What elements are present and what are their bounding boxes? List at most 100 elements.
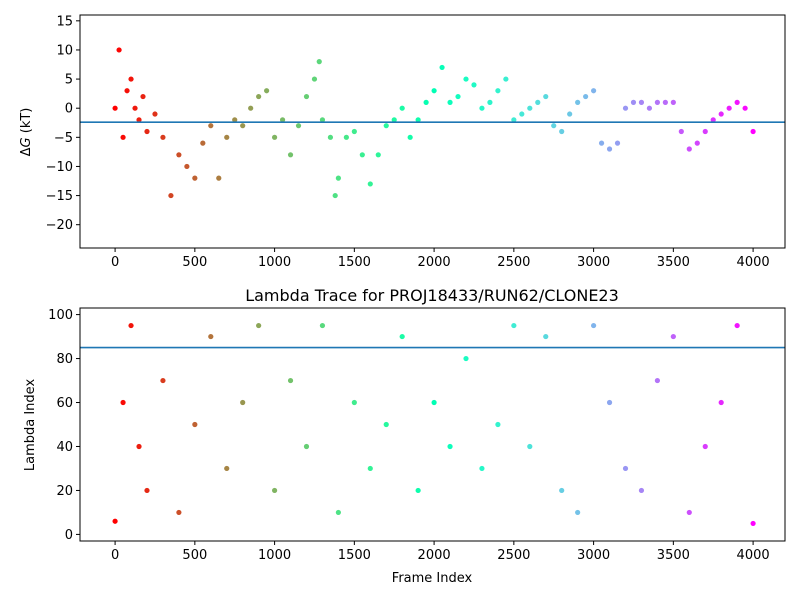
delta-g-point [726,105,732,111]
delta-g-x-tick-label: 0 [111,255,119,270]
delta-g-point [391,117,397,123]
delta-g-point [646,105,653,111]
delta-g-point [144,128,150,135]
lambda-point [415,487,421,494]
delta-g-point [279,117,286,123]
lambda-title: Lambda Trace for PROJ18433/RUN62/CLONE23 [245,286,619,305]
lambda-x-tick-label: 1000 [258,548,291,563]
delta-g-y-tick-label: −10 [46,160,73,175]
delta-g-y-ticks: −20 −15 −10 −5 0 5 10 15 [46,14,80,233]
lambda-y-tick-label: 80 [56,352,73,367]
delta-g-point [519,111,525,117]
delta-g-point [399,105,405,111]
delta-g-point [367,181,373,187]
delta-g-point [200,140,206,146]
lambda-x-ticks: 0 500 1000 1500 2000 2500 3000 3500 4000 [111,541,770,563]
lambda-point [527,443,533,450]
delta-g-point [606,146,613,152]
delta-g-point [116,47,122,53]
lambda-point [654,377,661,384]
lambda-point [606,399,613,406]
delta-g-point [160,134,166,140]
delta-g-point [734,99,740,105]
lambda-point [319,322,326,329]
delta-g-point [559,128,565,135]
delta-g-point [678,128,684,135]
delta-g-point [638,99,645,105]
lambda-point [128,322,134,329]
lambda-point [399,333,405,340]
delta-g-point [128,76,134,82]
delta-g-point [136,117,142,123]
lambda-point [112,518,118,524]
delta-g-point [327,134,334,140]
delta-g-point [598,140,605,146]
delta-g-y-tick-label: 0 [65,102,73,117]
delta-g-axes-frame [79,14,786,249]
delta-g-point [575,99,581,105]
delta-g-point [614,140,621,146]
lambda-point [367,465,373,472]
lambda-y-tick-label: 60 [56,396,73,411]
delta-g-y-tick-label: 10 [56,43,73,58]
delta-g-point [192,175,198,181]
lambda-point [240,399,246,406]
delta-g-point [622,105,629,111]
lambda-point [559,487,565,494]
lambda-x-tick-label: 3500 [657,548,690,563]
delta-g-point [311,76,318,82]
delta-g-point [567,111,573,117]
lambda-point [702,443,708,450]
delta-g-x-tick-label: 3500 [657,255,690,270]
lambda-point [479,465,485,472]
lambda-point [750,520,756,527]
lambda-point [287,377,294,384]
delta-g-point [535,99,541,105]
lambda-point [256,322,262,329]
delta-g-point [240,123,246,129]
lambda-point [686,509,692,516]
lambda-point [120,399,126,406]
delta-g-point [120,134,126,140]
delta-g-point [431,88,437,94]
lambda-point [271,487,278,494]
delta-g-point [140,93,146,100]
delta-g-point [479,105,485,111]
delta-g-point [407,134,413,140]
lambda-point [383,421,389,428]
lambda-point [160,377,166,384]
delta-g-point [351,128,357,135]
delta-g-point [132,105,138,111]
lambda-point [543,333,549,340]
delta-g-point [271,134,278,140]
lambda-point [351,399,357,406]
delta-g-x-tick-label: 500 [182,255,207,270]
delta-g-point [303,93,310,100]
delta-g-point [742,105,748,111]
delta-g-point [343,134,349,140]
delta-g-point [463,76,469,82]
delta-g-point [224,134,230,140]
delta-g-point [216,175,222,181]
delta-g-x-ticks: 0 500 1000 1500 2000 2500 3000 3500 4000 [111,248,770,270]
delta-g-y-tick-label: −15 [46,189,73,204]
lambda-x-axis-label: Frame Index [392,571,473,586]
lambda-point [136,443,142,450]
delta-g-point [208,123,214,129]
delta-g-point [686,146,692,152]
delta-g-x-tick-label: 2500 [497,255,530,270]
lambda-x-tick-label: 4000 [737,548,770,563]
lambda-point [335,509,341,516]
lambda-point [431,399,437,406]
delta-g-y-tick-label: 5 [65,73,73,88]
lambda-point [718,399,724,406]
delta-g-y-tick-label: −5 [54,131,73,146]
delta-g-x-tick-label: 1500 [338,255,371,270]
lambda-point [591,322,597,329]
delta-g-x-tick-label: 1000 [258,255,291,270]
delta-g-point [184,163,190,170]
delta-g-point [511,117,517,123]
lambda-point [447,443,453,450]
delta-g-y-axis-label: ΔG (kT) [19,108,34,157]
delta-g-point [551,123,557,129]
